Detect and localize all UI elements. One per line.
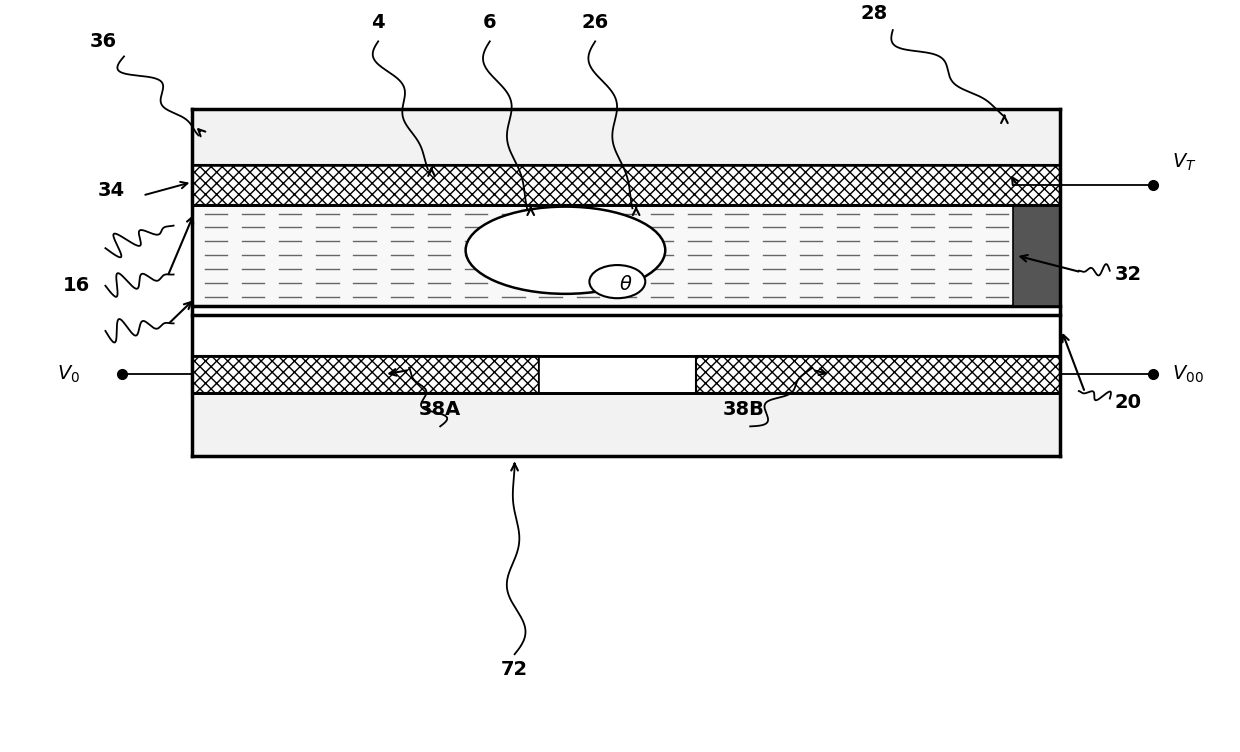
Text: $V_{00}$: $V_{00}$: [1172, 364, 1204, 385]
Text: $\theta$: $\theta$: [619, 274, 632, 294]
Text: 6: 6: [484, 13, 496, 32]
Text: 72: 72: [501, 660, 528, 679]
Text: $V_0$: $V_0$: [57, 364, 79, 385]
Bar: [192, 165, 1060, 205]
Ellipse shape: [589, 265, 645, 299]
Bar: [696, 356, 1060, 393]
Text: $V_T$: $V_T$: [1172, 152, 1197, 173]
Text: 4: 4: [372, 13, 384, 32]
Bar: [192, 356, 539, 393]
Bar: [1013, 205, 1060, 306]
Text: 16: 16: [63, 276, 91, 296]
Bar: [192, 109, 1060, 165]
Bar: [192, 315, 1060, 356]
Bar: [192, 205, 1060, 306]
Text: 34: 34: [98, 180, 125, 200]
Bar: [192, 393, 1060, 456]
Text: 26: 26: [582, 13, 609, 32]
Text: 28: 28: [861, 4, 888, 23]
Bar: [539, 356, 696, 393]
Text: 32: 32: [1115, 265, 1142, 284]
Text: 38A: 38A: [419, 400, 461, 420]
Ellipse shape: [465, 207, 665, 294]
Text: 38B: 38B: [723, 400, 765, 420]
Text: 20: 20: [1115, 393, 1142, 412]
Text: 36: 36: [89, 32, 117, 51]
